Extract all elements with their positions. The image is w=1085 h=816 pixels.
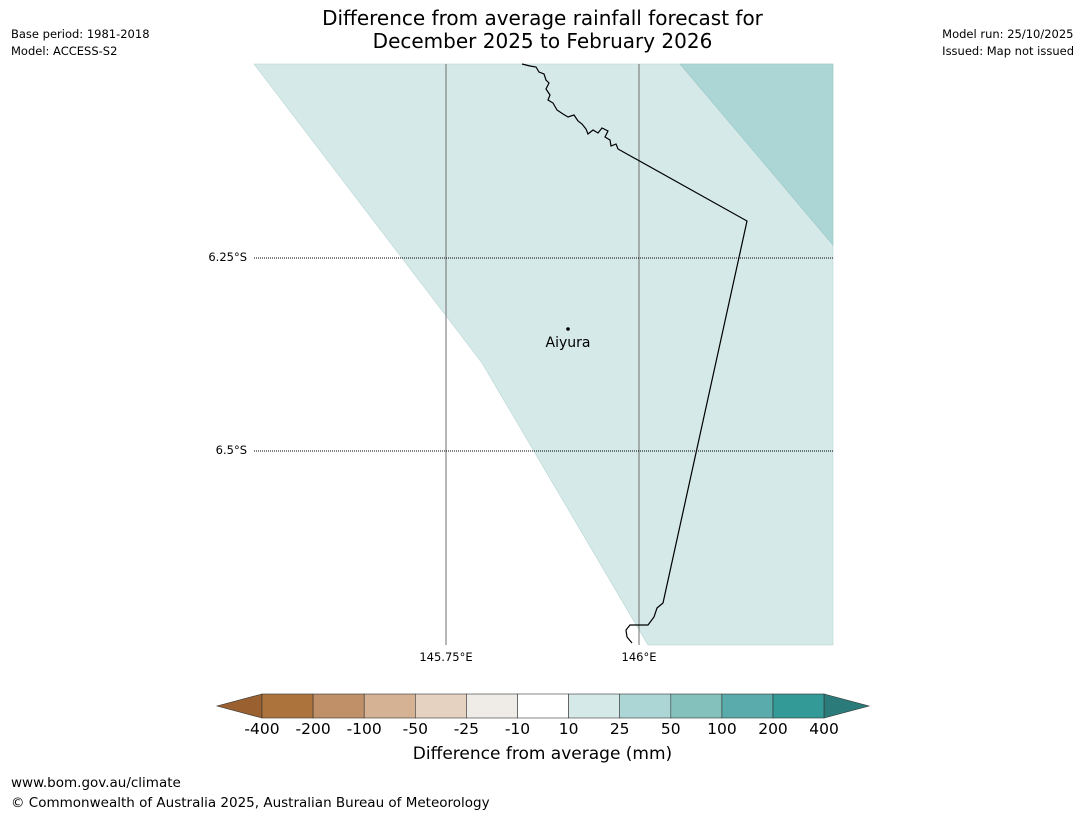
colorbar-tick-label: -25 — [453, 720, 480, 738]
footer-copyright: © Commonwealth of Australia 2025, Austra… — [11, 795, 490, 811]
colorbar-segment — [772, 693, 825, 719]
colorbar-tick-label: 400 — [809, 720, 839, 738]
colorbar-tick-label: -10 — [504, 720, 531, 738]
model-run: Model run: 25/10/2025 — [942, 27, 1074, 41]
colorbar-extend-low — [215, 693, 263, 719]
map-title: Difference from average rainfall forecas… — [0, 7, 1085, 53]
colorbar-segment — [466, 693, 518, 719]
colorbar-extend-high — [823, 693, 871, 719]
colorbar-title: Difference from average (mm) — [412, 744, 673, 764]
colorbar-tick-label: -100 — [346, 720, 382, 738]
colorbar-segment — [568, 693, 620, 719]
colorbar-segment — [414, 693, 467, 719]
colorbar-segment — [363, 693, 416, 719]
colorbar-tick-label: 10 — [558, 720, 579, 738]
colorbar-tick-label: -50 — [402, 720, 428, 738]
place-label-aiyura: Aiyura — [545, 335, 591, 351]
colorbar-segment — [312, 693, 365, 719]
lat-label-6-5: 6.5°S — [215, 443, 247, 457]
colorbar-tick-label: 50 — [660, 720, 681, 738]
issued-status: Issued: Map not issued — [942, 44, 1074, 58]
colorbar — [215, 693, 871, 719]
meta-right: Model run: 25/10/2025 Issued: Map not is… — [942, 26, 1074, 60]
lon-label-146: 146°E — [621, 650, 657, 664]
colorbar-segment — [721, 693, 774, 719]
colorbar-tick-label: -400 — [244, 720, 280, 738]
colorbar-tick-label: 200 — [758, 720, 788, 738]
base-period: Base period: 1981-2018 — [11, 27, 150, 41]
meta-left: Base period: 1981-2018 Model: ACCESS-S2 — [11, 26, 150, 60]
colorbar-tick-label: -200 — [295, 720, 331, 738]
colorbar-segment — [670, 693, 723, 719]
colorbar-segment — [261, 693, 314, 719]
colorbar-segment — [619, 693, 672, 719]
aiyura-marker — [566, 327, 570, 331]
lon-label-145-75: 145.75°E — [419, 650, 473, 664]
colorbar-tick-label: 25 — [609, 720, 630, 738]
model-name: Model: ACCESS-S2 — [11, 44, 118, 58]
title-line-1: Difference from average rainfall forecas… — [322, 6, 763, 30]
lat-label-6-25: 6.25°S — [208, 250, 247, 264]
province-border — [521, 63, 748, 644]
colorbar-segment — [517, 693, 569, 719]
colorbar-tick-label: 100 — [707, 720, 737, 738]
footer-url[interactable]: www.bom.gov.au/climate — [11, 775, 181, 791]
rainfall-region-25-50 — [679, 63, 834, 246]
title-line-2: December 2025 to February 2026 — [372, 29, 713, 53]
